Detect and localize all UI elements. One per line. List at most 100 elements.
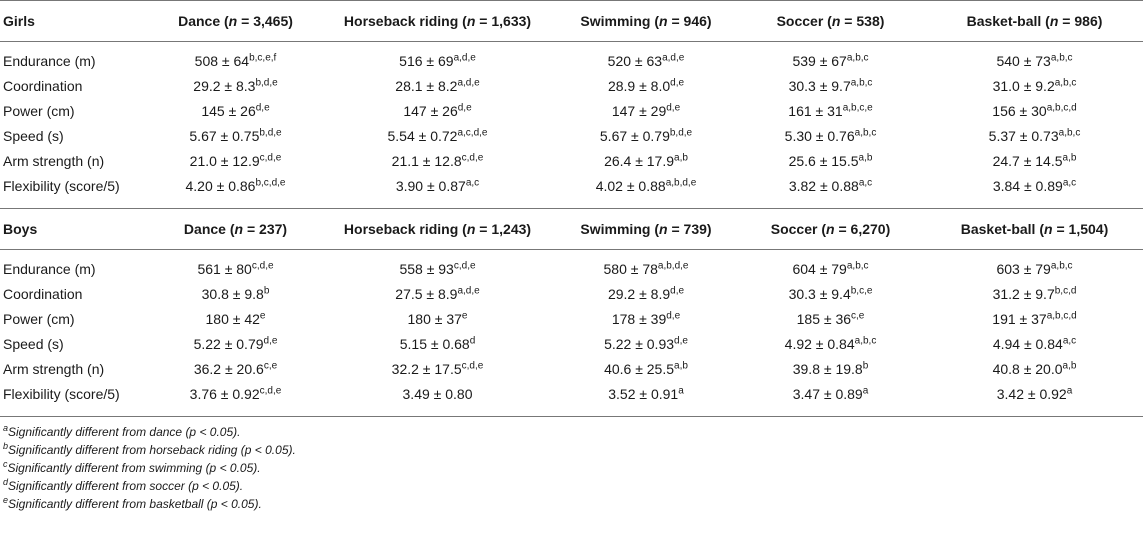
section-header-row: Girls Dance (n = 3,465) Horseback riding (… <box>0 0 1143 42</box>
row-label: Coordination <box>3 285 83 302</box>
cell-value: 145 ± 26 <box>201 102 256 119</box>
significance-marks: a,b,d,e <box>665 176 697 188</box>
table-cell: 161 ± 31a,b,c,e <box>735 98 923 123</box>
table-cell: 147 ± 29d,e <box>554 98 735 123</box>
sample-size: 1,504 <box>1068 221 1104 237</box>
section-end-rule <box>0 198 1143 209</box>
cell-value: 4.92 ± 0.84 <box>784 335 855 352</box>
significance-marks: d,e <box>674 334 688 346</box>
cell-value: 540 ± 73 <box>996 52 1051 69</box>
table-cell: 40.8 ± 20.0a,b <box>923 356 1143 381</box>
table-cell: 191 ± 37a,b,c,d <box>923 306 1143 331</box>
row-label: Flexibility (score/5) <box>3 385 120 402</box>
sport-name: Basket-ball <box>966 13 1042 29</box>
table-cell: 603 ± 79a,b,c <box>923 256 1143 281</box>
footnote: cSignificantly different from swimming (… <box>3 459 1143 477</box>
table-cell: 147 ± 26d,e <box>318 98 554 123</box>
significance-marks: c,d,e <box>461 151 484 163</box>
significance-marks: a,c <box>1062 334 1077 346</box>
significance-marks: a,b,c <box>1058 126 1081 138</box>
cell-value: 28.9 ± 8.0 <box>607 77 671 94</box>
cell-value: 36.2 ± 20.6 <box>193 360 264 377</box>
table-row: Coordination 29.2 ± 8.3b,d,e 28.1 ± 8.2a,d… <box>0 73 1143 98</box>
significance-marks: a,c <box>1062 176 1077 188</box>
column-header: Horseback riding (n = 1,243) <box>318 208 554 250</box>
cell-value: 580 ± 78 <box>603 260 658 277</box>
sample-size: 986 <box>1074 13 1098 29</box>
cell-value: 4.02 ± 0.88 <box>595 177 666 194</box>
table-cell: 31.2 ± 9.7b,c,d <box>923 281 1143 306</box>
table-cell: 520 ± 63a,d,e <box>554 48 735 73</box>
footnote: eSignificantly different from basketball… <box>3 495 1143 513</box>
cell-value: 539 ± 67 <box>792 52 847 69</box>
cell-value: 156 ± 30 <box>992 102 1047 119</box>
table-row: Coordination 30.8 ± 9.8b 27.5 ± 8.9a,d,e 29… <box>0 281 1143 306</box>
column-header: Soccer (n = 538) <box>735 0 923 42</box>
section-end-rule <box>0 406 1143 417</box>
column-header: Dance (n = 237) <box>150 208 318 250</box>
significance-marks: c,e <box>851 309 865 321</box>
cell-value: 180 ± 37 <box>407 310 462 327</box>
significance-marks: a,d,e <box>453 51 476 63</box>
cell-value: 3.52 ± 0.91 <box>608 385 679 402</box>
table-cell: 185 ± 36c,e <box>735 306 923 331</box>
row-label: Endurance (m) <box>3 260 96 277</box>
column-header: Dance (n = 3,465) <box>150 0 318 42</box>
significance-marks: d,e <box>263 334 278 346</box>
cell-value: 3.47 ± 0.89 <box>792 385 863 402</box>
significance-marks: c,d,e <box>259 151 282 163</box>
column-header: Swimming (n = 739) <box>554 208 735 250</box>
significance-marks: a,c <box>465 176 480 188</box>
cell-value: 26.4 ± 17.9 <box>604 152 675 169</box>
significance-marks: b,d,e <box>259 126 282 138</box>
table-cell: 36.2 ± 20.6c,e <box>150 356 318 381</box>
significance-marks: a,d,e <box>457 284 480 296</box>
table-cell: 558 ± 93c,d,e <box>318 256 554 281</box>
table-cell: 3.90 ± 0.87a,c <box>318 173 554 198</box>
cell-value: 178 ± 39 <box>611 310 667 327</box>
cell-value: 3.84 ± 0.89 <box>992 177 1063 194</box>
cell-value: 25.6 ± 15.5 <box>788 152 859 169</box>
significance-marks: a <box>678 384 684 396</box>
sport-name: Horseback riding <box>343 221 459 237</box>
cell-value: 3.82 ± 0.88 <box>788 177 859 194</box>
significance-marks: a,b,c <box>1054 76 1077 88</box>
sport-name: Dance <box>178 13 221 29</box>
sample-size: 1,633 <box>491 13 527 29</box>
significance-marks: a,b <box>674 359 688 371</box>
n-symbol: n <box>466 221 476 237</box>
table-cell: 5.30 ± 0.76a,b,c <box>735 123 923 148</box>
table-cell: 561 ± 80c,d,e <box>150 256 318 281</box>
significance-marks: d,e <box>670 76 685 88</box>
cell-value: 180 ± 42 <box>205 310 260 327</box>
table-cell: 540 ± 73a,b,c <box>923 48 1143 73</box>
cell-value: 603 ± 79 <box>996 260 1051 277</box>
column-header: Swimming (n = 946) <box>554 0 735 42</box>
significance-marks: a,b,c,e <box>842 101 873 113</box>
sample-size: 3,465 <box>253 13 289 29</box>
n-symbol: n <box>831 13 841 29</box>
cell-value: 604 ± 79 <box>792 260 847 277</box>
row-label: Flexibility (score/5) <box>3 177 120 194</box>
row-label: Arm strength (n) <box>3 360 105 377</box>
significance-marks: a,b <box>674 151 688 163</box>
sample-size: 739 <box>683 221 707 237</box>
table-cell: 21.0 ± 12.9c,d,e <box>150 148 318 173</box>
table-cell: 21.1 ± 12.8c,d,e <box>318 148 554 173</box>
significance-marks: a,b,c <box>850 76 873 88</box>
table-cell: 5.67 ± 0.79b,d,e <box>554 123 735 148</box>
cell-value: 520 ± 63 <box>607 52 663 69</box>
cell-value: 3.42 ± 0.92 <box>996 385 1067 402</box>
table-cell: 4.20 ± 0.86b,c,d,e <box>150 173 318 198</box>
footnote-mark: c <box>3 459 8 469</box>
table-cell: 5.67 ± 0.75b,d,e <box>150 123 318 148</box>
cell-value: 28.1 ± 8.2 <box>395 77 458 94</box>
table-cell: 29.2 ± 8.3b,d,e <box>150 73 318 98</box>
cell-value: 24.7 ± 14.5 <box>992 152 1063 169</box>
footnote-text: Significantly different from horseback r… <box>8 443 296 457</box>
table-cell: 5.15 ± 0.68d <box>318 331 554 356</box>
column-header: Basket-ball (n = 986) <box>923 0 1143 42</box>
cell-value: 39.8 ± 19.8 <box>792 360 863 377</box>
rule <box>0 198 1143 209</box>
cell-value: 161 ± 31 <box>788 102 843 119</box>
